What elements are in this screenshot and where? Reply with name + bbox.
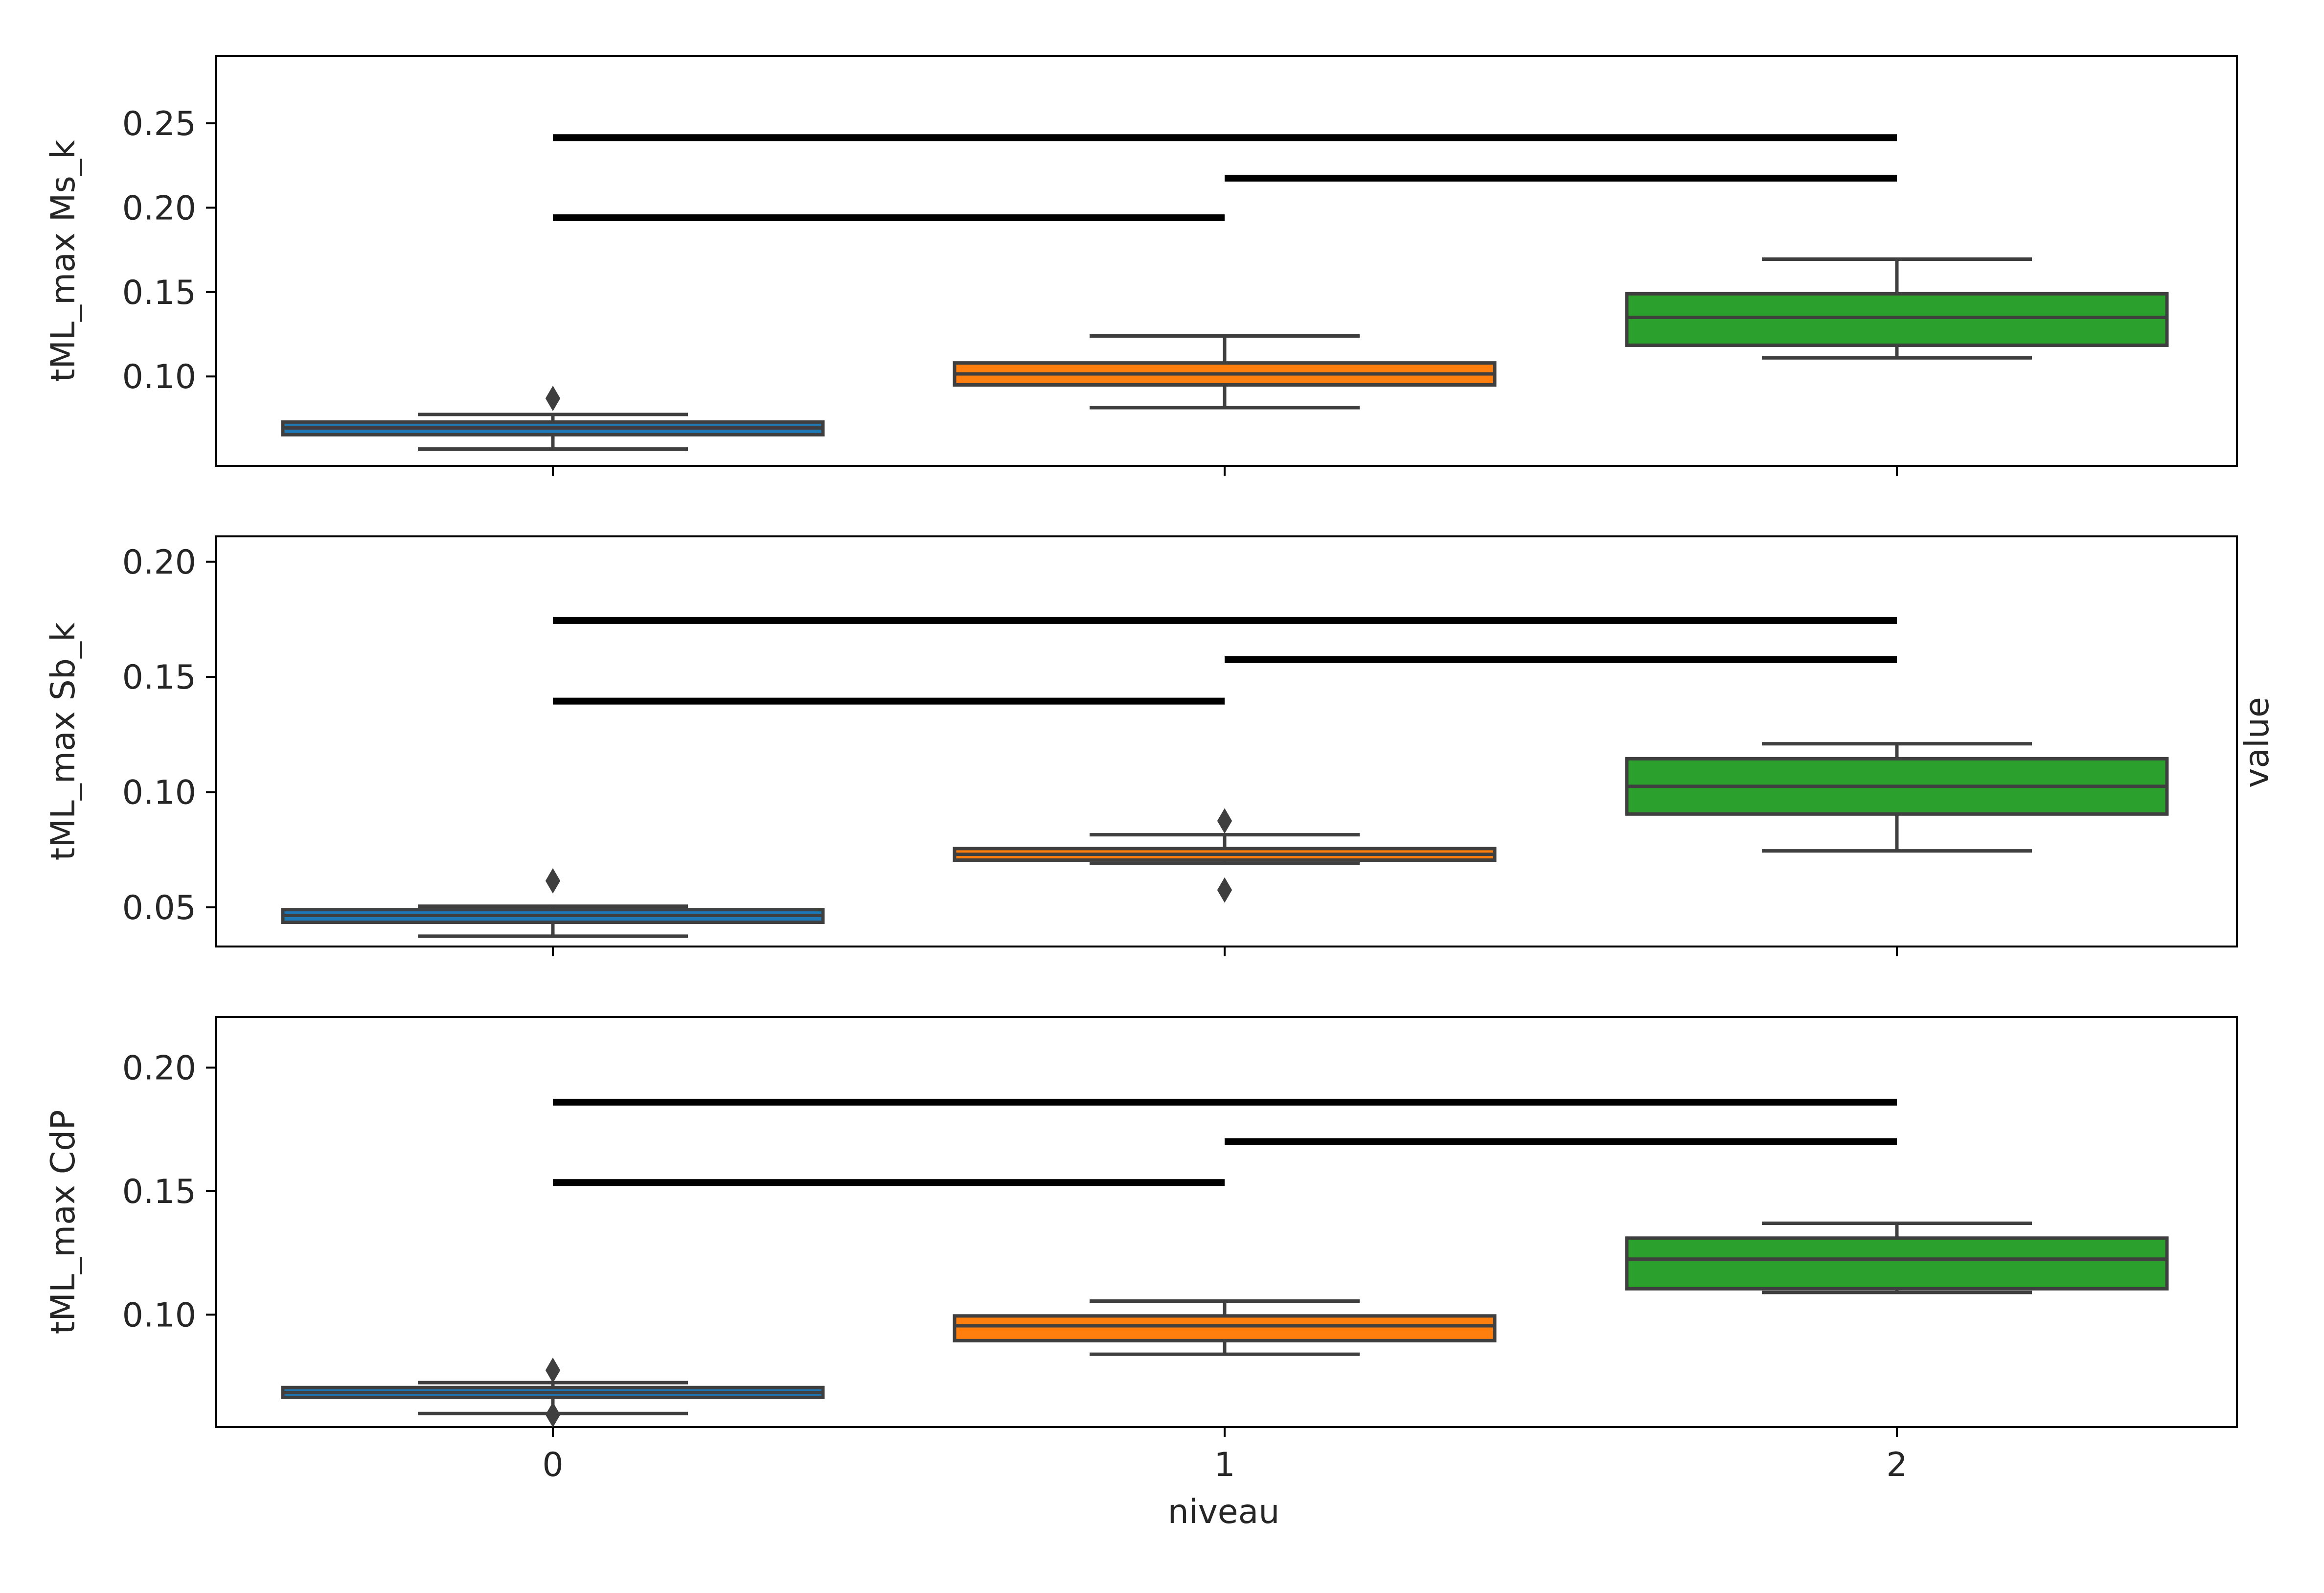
- x-tick-label: 1: [1214, 1446, 1235, 1484]
- x-tick-label: 2: [1886, 1446, 1907, 1484]
- outlier-marker: [545, 868, 561, 894]
- box-category-1: [953, 1299, 1497, 1356]
- plot-frame: [215, 1016, 2238, 1428]
- box-category-2: [1625, 1222, 2169, 1294]
- outlier-marker: [545, 386, 561, 412]
- right-value-label: value: [2238, 697, 2277, 788]
- plot-frame: [215, 55, 2238, 467]
- outlier-marker: [545, 1402, 561, 1428]
- chart-panel-1: 0.10 0.15 0.20 0.25 tML_max Ms_k: [44, 55, 2238, 476]
- box-category-0: [281, 386, 825, 451]
- panels-group: 0.10 0.15 0.20 0.25 tML_max Ms_k 0.05 0.10 0.15…: [44, 55, 2238, 1484]
- y-tick-label: 0.15: [122, 1173, 196, 1211]
- y-tick-label: 0.15: [122, 658, 196, 697]
- box-category-1: [953, 808, 1497, 903]
- plot-frame: [215, 535, 2238, 947]
- y-tick-label: 0.10: [122, 358, 196, 396]
- box-category-1: [953, 334, 1497, 410]
- y-tick-label: 0.25: [122, 105, 196, 143]
- box-iqr: [1625, 1236, 2169, 1291]
- y-tick-label: 0.15: [122, 274, 196, 312]
- y-tick-label: 0.10: [122, 774, 196, 812]
- y-tick-label: 0.20: [122, 189, 196, 228]
- y-axis-label: tML_max Sb_k: [44, 622, 83, 860]
- y-tick-label: 0.10: [122, 1296, 196, 1335]
- box-category-0: [281, 868, 825, 938]
- y-tick-label: 0.05: [122, 889, 196, 927]
- box-iqr: [1625, 292, 2169, 347]
- y-axis-label: tML_max CdP: [44, 1110, 83, 1335]
- chart-panel-2: 0.05 0.10 0.15 0.20 tML_max Sb_k: [44, 535, 2238, 956]
- y-axis-label: tML_max Ms_k: [44, 139, 83, 382]
- outlier-marker: [1217, 808, 1232, 834]
- box-category-2: [1625, 742, 2169, 853]
- x-tick-label: 0: [542, 1446, 563, 1484]
- y-tick-label: 0.20: [122, 543, 196, 582]
- box-category-0: [281, 1357, 825, 1428]
- y-tick-label: 0.20: [122, 1049, 196, 1087]
- box-iqr: [953, 1314, 1497, 1342]
- chart-panel-3: 0.10 0.15 0.20 tML_max CdP 0 1 2: [44, 1016, 2238, 1484]
- x-axis-label: niveau: [1168, 1493, 1280, 1531]
- outlier-marker: [1217, 877, 1232, 903]
- box-category-2: [1625, 257, 2169, 360]
- outlier-marker: [545, 1357, 561, 1383]
